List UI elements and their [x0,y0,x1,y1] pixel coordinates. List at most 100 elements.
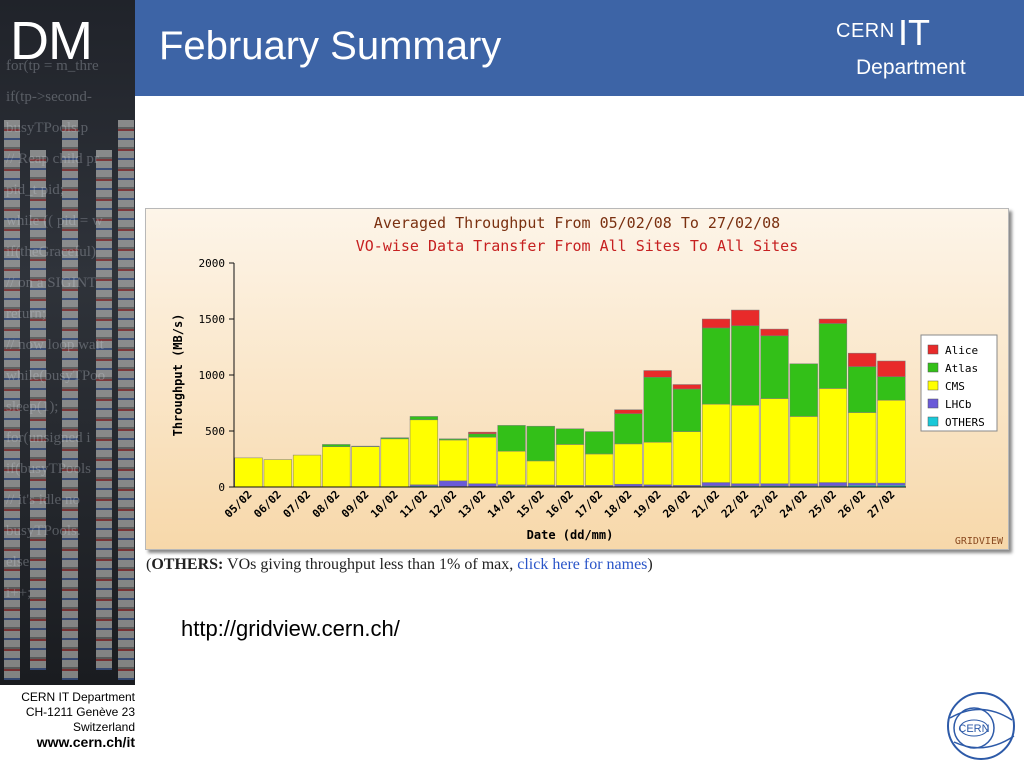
x-tick-label: 21/02 [690,488,723,521]
bar-segment-cms [877,399,906,484]
bar-segment-atlas [555,428,585,445]
bar-segment-cms [848,412,877,484]
gridview-watermark: GRIDVIEW [955,536,1004,547]
bar-segment-lhcb [789,483,818,487]
bar-segment-cms [351,446,380,488]
x-tick-label: 17/02 [573,488,606,521]
legend-swatch-alice [927,344,939,355]
x-axis-label: Date (dd/mm) [527,528,614,542]
bar-segment-atlas [643,376,672,443]
bar-segment-cms [585,453,614,486]
bar-segment-atlas [701,327,731,405]
left-decorative-strip: for(tp = m_thre if(tp->second-busyTPools.… [0,0,135,685]
bar-segment-cms [818,388,848,483]
x-tick-label: 25/02 [806,488,839,521]
bar-segment-alice [877,360,906,377]
bar-segment-atlas [468,433,497,438]
x-tick-label: 15/02 [514,488,547,521]
legend-swatch-atlas [927,362,939,373]
click-here-for-names-link[interactable]: click here for names [517,556,648,573]
cern-it-department-logo: CERN IT Department [816,12,1016,82]
bar-segment-atlas [409,416,439,421]
code-background-line: busyTPools. [6,523,81,539]
bar-segment-alice [848,352,877,367]
legend-label-cms: CMS [945,380,965,393]
bar-segment-cms [731,404,760,484]
bar-segment-cms [292,454,322,488]
bar-segment-lhcb [439,480,468,487]
code-background-line: pid_t pid; [6,182,64,198]
code-background-line: if(busyTPools [6,461,92,477]
bar-segment-cms [760,398,789,484]
x-tick-label: 18/02 [602,488,635,521]
x-tick-label: 13/02 [456,488,489,521]
bar-segment-cms [555,444,585,486]
code-background-line: return; [6,306,46,322]
bar-segment-alice [468,431,497,435]
x-tick-label: 27/02 [865,488,898,521]
code-background-line: for(unsigned i [6,430,91,446]
bar-segment-atlas [526,425,555,462]
bar-segment-cms [497,450,526,486]
code-background-line: for(tp = m_thre [6,58,99,74]
bar-segment-lhcb [848,482,877,486]
y-tick-label: 1500 [199,313,226,326]
footer-line-1: CERN IT Department [21,690,135,704]
bar-segment-cms [526,460,555,486]
gridview-url-link[interactable]: http://gridview.cern.ch/ [181,616,400,641]
tape-column [118,120,134,680]
code-background-line: i++; [6,585,32,601]
bar-segment-alice [672,384,701,390]
bar-segment-atlas [614,413,643,445]
x-tick-label: 23/02 [748,488,781,521]
bar-segment-alice [701,318,731,329]
legend-swatch-lhcb [927,398,939,409]
bar-segment-alice [614,409,643,414]
x-tick-label: 20/02 [660,488,693,521]
legend-label-lhcb: LHCb [945,398,972,411]
cern-logo-icon: CERN [947,692,1015,760]
x-tick-label: 26/02 [836,488,869,521]
bar-segment-atlas [439,438,468,441]
bar-segment-atlas [760,335,789,399]
x-tick-label: 12/02 [427,488,460,521]
bar-segment-cms [643,441,672,486]
tape-column [96,150,112,670]
bar-segment-atlas [497,425,526,452]
bar-segment-alice [818,318,848,324]
code-background-line: // on a SIGINT [6,275,97,291]
x-tick-label: 14/02 [485,488,518,521]
x-tick-label: 05/02 [222,488,255,521]
bar-segment-cms [380,438,409,488]
bar-segment-atlas [585,431,614,455]
y-tick-label: 1000 [199,369,226,382]
header-bar: February Summary CERN IT Department [135,0,1024,96]
bar-segment-cms [789,416,818,484]
note-others-label: OTHERS: [151,556,224,573]
bar-segment-cms [409,419,439,486]
bar-segment-cms [322,446,351,488]
tape-column [30,150,46,670]
code-background-line: busyTPools.p [6,120,89,136]
cern-it-logo-department: Department [856,56,966,79]
tape-column [4,120,20,680]
x-tick-label: 08/02 [310,488,343,521]
bar-segment-cms [614,443,643,485]
x-tick-label: 16/02 [544,488,577,521]
code-background-line: // Reap child pr [6,151,99,167]
legend-label-alice: Alice [945,344,978,357]
note-text: VOs giving throughput less than 1% of ma… [223,556,518,573]
bar-segment-atlas [322,444,351,447]
legend-label-others: OTHERS [945,416,985,429]
bar-segment-atlas [672,388,701,432]
footer-website-link[interactable]: www.cern.ch/it [36,734,135,750]
bar-segment-lhcb [877,482,906,486]
x-tick-label: 22/02 [719,488,752,521]
code-background-line: if(theGraceful) [6,244,96,260]
bar-segment-cms [263,459,292,488]
code-background-line: // it's idle no [6,492,80,508]
bar-segment-alice [643,370,672,378]
throughput-chart: Averaged Throughput From 05/02/08 To 27/… [145,208,1009,550]
cern-it-logo-it: IT [898,12,930,53]
code-background-line: else [6,554,30,570]
